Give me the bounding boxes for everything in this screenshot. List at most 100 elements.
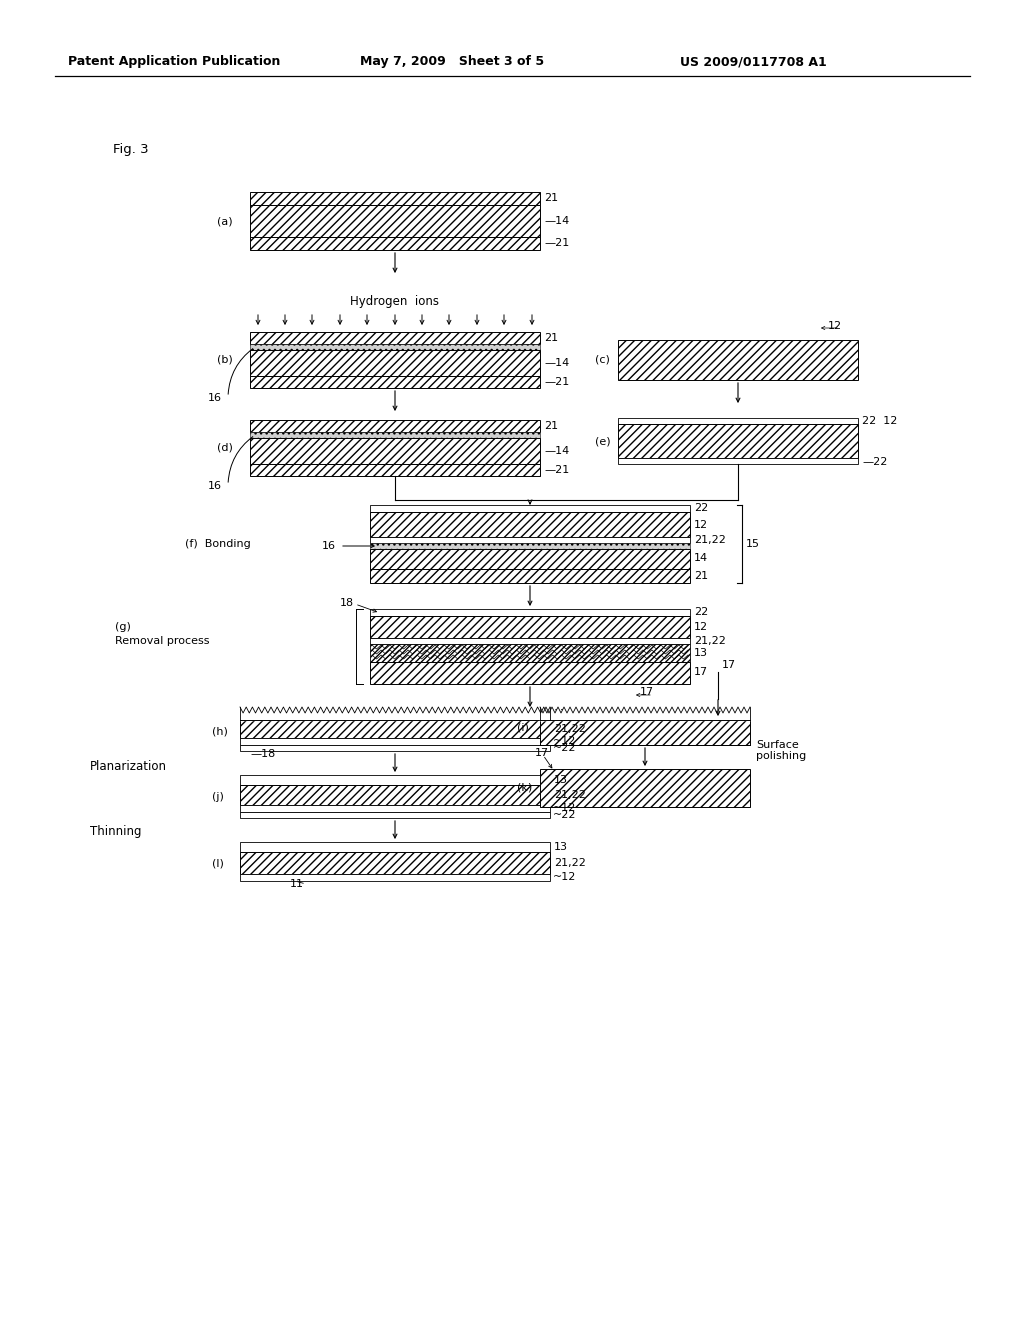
Text: 16: 16 [208, 393, 222, 403]
Bar [250, 345, 540, 350]
Text: Patent Application Publication: Patent Application Publication [68, 55, 281, 69]
Bar [250, 205, 540, 238]
Text: —18: —18 [250, 748, 275, 759]
Text: 21,22: 21,22 [554, 789, 586, 800]
Text: (a): (a) [217, 216, 232, 226]
Bar [250, 376, 540, 388]
Text: (f)  Bonding: (f) Bonding [185, 539, 251, 549]
Bar [240, 744, 550, 751]
Text: US 2009/0117708 A1: US 2009/0117708 A1 [680, 55, 826, 69]
Text: ~22: ~22 [553, 810, 577, 820]
Bar [618, 418, 858, 424]
Text: (j): (j) [212, 792, 224, 803]
Bar [240, 874, 550, 880]
Text: 16: 16 [208, 480, 222, 491]
Bar [370, 512, 690, 537]
Text: (e): (e) [595, 436, 610, 446]
Text: 13: 13 [554, 842, 568, 851]
Text: Hydrogen  ions: Hydrogen ions [350, 296, 439, 309]
Text: ~12: ~12 [553, 873, 577, 882]
Text: (d): (d) [217, 444, 232, 453]
Text: 17: 17 [535, 748, 549, 758]
Text: —22: —22 [862, 457, 888, 467]
Text: 13: 13 [694, 648, 708, 657]
Text: 17: 17 [640, 686, 654, 697]
Bar [240, 719, 550, 738]
Text: 21,22: 21,22 [694, 535, 726, 545]
Text: ~12: ~12 [553, 803, 577, 813]
Text: (k): (k) [517, 783, 532, 793]
Text: Removal process: Removal process [115, 636, 210, 645]
Bar [370, 506, 690, 512]
Text: 11: 11 [290, 879, 304, 888]
Text: 22  12: 22 12 [862, 416, 897, 426]
Text: 21: 21 [544, 333, 558, 343]
Bar [240, 738, 550, 744]
Text: 21: 21 [544, 421, 558, 432]
Bar [370, 609, 690, 616]
Bar [240, 812, 550, 818]
Bar [370, 616, 690, 638]
Bar [618, 458, 858, 465]
Text: 12: 12 [828, 321, 842, 331]
Text: 17: 17 [722, 660, 736, 671]
Text: (g): (g) [115, 622, 131, 632]
Text: —21: —21 [544, 238, 569, 248]
Bar [240, 775, 550, 785]
Text: —14: —14 [544, 358, 569, 368]
Bar [618, 341, 858, 380]
Text: (b): (b) [217, 355, 232, 366]
Text: 18: 18 [340, 598, 354, 609]
Bar [250, 432, 540, 438]
Bar [250, 238, 540, 249]
Text: 13: 13 [554, 709, 568, 719]
Text: 21: 21 [544, 193, 558, 203]
Text: 14: 14 [694, 553, 709, 564]
Bar [618, 424, 858, 458]
Text: 22: 22 [694, 607, 709, 616]
Text: (c): (c) [595, 355, 610, 366]
Bar [370, 537, 690, 543]
Bar [540, 770, 750, 807]
Bar [370, 543, 690, 549]
Text: (i): (i) [517, 723, 528, 733]
Text: 21: 21 [694, 572, 709, 581]
Bar [370, 549, 690, 569]
Text: (h): (h) [212, 727, 228, 737]
Bar [240, 785, 550, 805]
Text: 21,22: 21,22 [554, 858, 586, 869]
Bar [250, 465, 540, 477]
Bar [540, 719, 750, 744]
Text: polishing: polishing [756, 751, 806, 762]
Text: 21,22: 21,22 [694, 636, 726, 645]
Bar [250, 333, 540, 345]
Bar [370, 569, 690, 583]
Text: Fig. 3: Fig. 3 [113, 144, 148, 157]
Text: 22: 22 [694, 503, 709, 513]
Bar [240, 851, 550, 874]
Text: —14: —14 [544, 446, 569, 455]
Text: ~12: ~12 [553, 737, 577, 746]
Bar [250, 191, 540, 205]
Text: Planarization: Planarization [90, 759, 167, 772]
Bar [370, 644, 690, 663]
Bar [250, 350, 540, 376]
Text: —21: —21 [544, 465, 569, 475]
Text: 12: 12 [694, 520, 709, 531]
Text: May 7, 2009   Sheet 3 of 5: May 7, 2009 Sheet 3 of 5 [360, 55, 544, 69]
Bar [240, 842, 550, 851]
Text: Thinning: Thinning [90, 825, 141, 838]
Text: (l): (l) [212, 859, 224, 869]
Text: 21,22: 21,22 [554, 723, 586, 734]
Bar [370, 638, 690, 644]
Bar [250, 438, 540, 465]
Text: 12: 12 [694, 622, 709, 632]
Text: 17: 17 [694, 667, 709, 677]
Bar [240, 805, 550, 812]
Text: Surface: Surface [756, 741, 799, 750]
Text: 15: 15 [746, 539, 760, 549]
Bar [250, 420, 540, 432]
Text: —21: —21 [544, 378, 569, 387]
Text: ~22: ~22 [553, 743, 577, 752]
Text: —14: —14 [544, 216, 569, 226]
